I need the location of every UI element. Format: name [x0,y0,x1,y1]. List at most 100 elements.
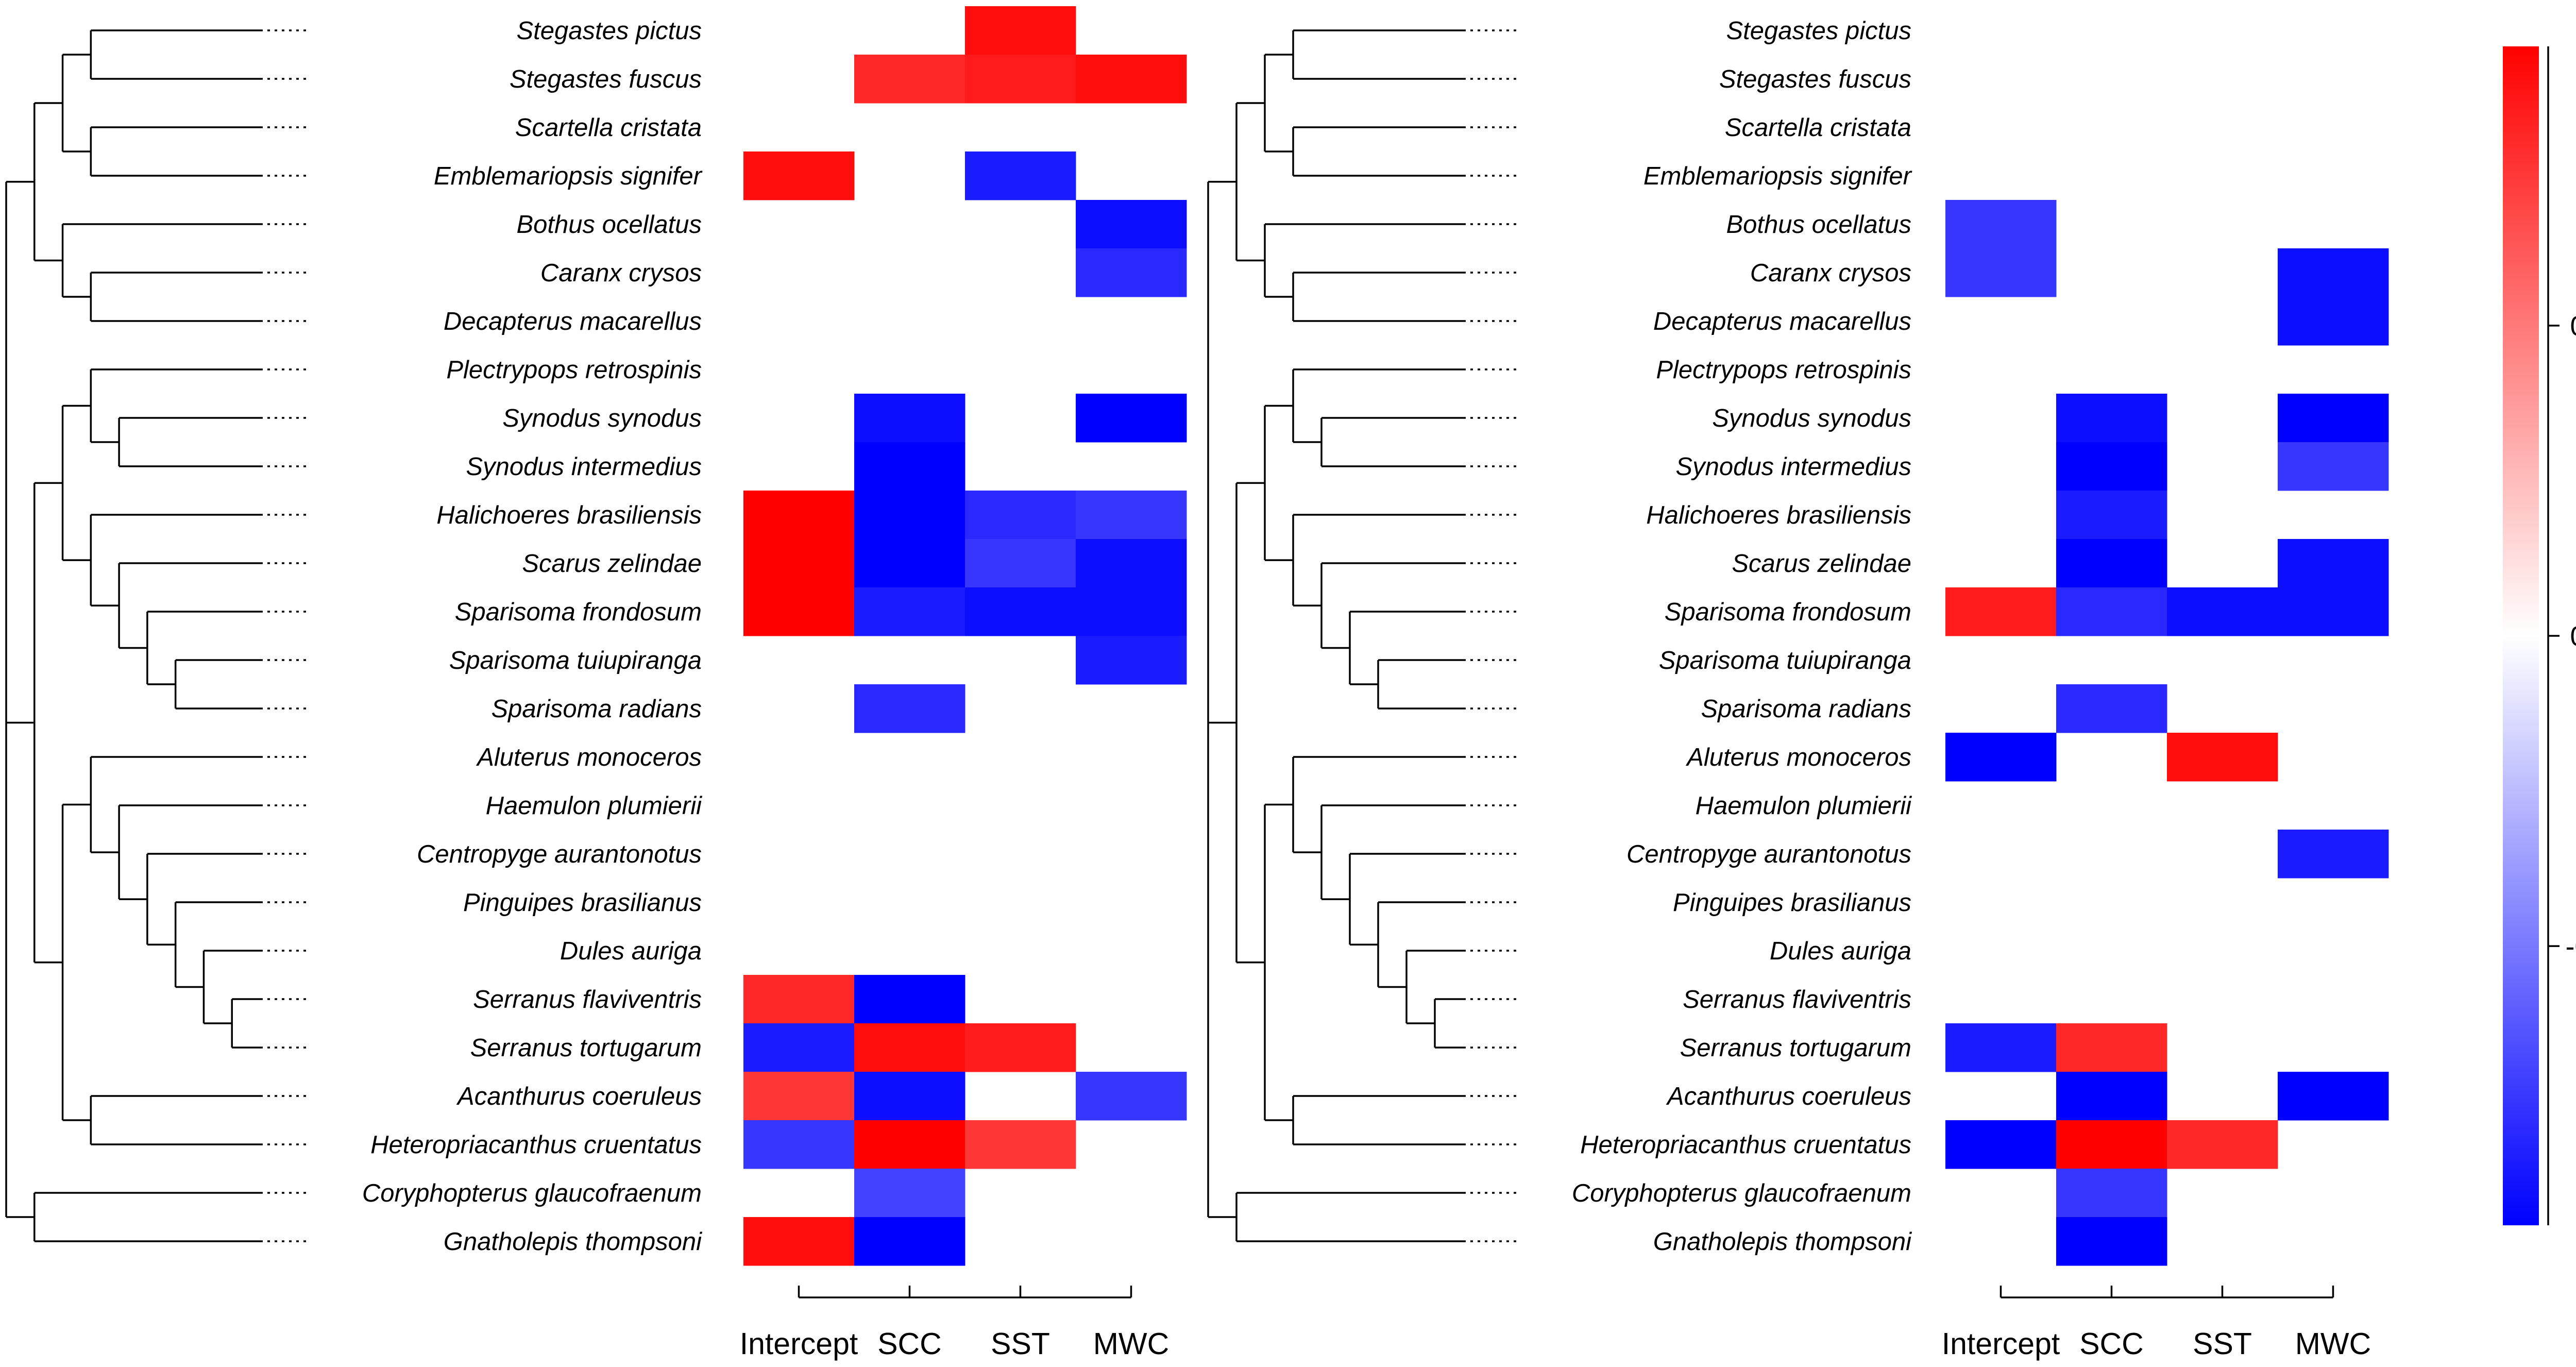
cell-caranx-crysos-mwc [2278,248,2389,297]
species-label-stegastes-pictus: Stegastes pictus [516,17,702,45]
column-label-intercept: Intercept [740,1327,858,1361]
column-label-scc: SCC [877,1327,942,1361]
species-label-serranus-tortugarum: Serranus tortugarum [1680,1034,1911,1062]
cell-emblemariopsis-signifer-sst [965,151,1076,200]
species-label-serranus-tortugarum: Serranus tortugarum [470,1034,702,1062]
species-label-scarus-zelindae: Scarus zelindae [1732,550,1911,578]
cell-acanthurus-coeruleus-intercept [743,1072,855,1121]
cell-gnatholepis-thompsoni-scc [2056,1217,2167,1266]
species-label-emblemariopsis-signifer: Emblemariopsis signifer [1643,162,1912,190]
cell-scarus-zelindae-scc [854,539,965,588]
species-label-coryphopterus-glaucofraenum: Coryphopterus glaucofraenum [1572,1179,1911,1207]
colorbar-gradient [2503,46,2539,1225]
species-label-centropyge-aurantonotus: Centropyge aurantonotus [1626,840,1911,868]
cell-sparisoma-radians-scc [854,684,965,733]
cell-scarus-zelindae-sst [965,539,1076,588]
cell-sparisoma-frondosum-scc [2056,587,2167,636]
species-label-sparisoma-tuiupiranga: Sparisoma tuiupiranga [449,647,702,674]
cell-bothus-ocellatus-mwc [1076,200,1187,249]
cell-heteropriacanthus-cruentatus-intercept [1945,1120,2057,1169]
species-label-centropyge-aurantonotus: Centropyge aurantonotus [417,840,702,868]
cell-serranus-tortugarum-scc [854,1023,965,1072]
species-label-emblemariopsis-signifer: Emblemariopsis signifer [434,162,703,190]
cell-synodus-synodus-scc [854,394,965,443]
cell-aluterus-monoceros-intercept [1945,733,2057,782]
column-axis-right: Intercept SCC SST MWC [1942,1286,2371,1361]
cell-coryphopterus-glaucofraenum-scc [2056,1169,2167,1218]
cell-halichoeres-brasiliensis-intercept [743,491,855,539]
phylogeny-tree-left [5,29,308,1242]
species-label-acanthurus-coeruleus: Acanthurus coeruleus [456,1083,702,1110]
heatmap-right [1945,200,2389,1266]
cell-synodus-intermedius-scc [854,442,965,491]
species-label-sparisoma-radians: Sparisoma radians [1701,695,1911,723]
color-legend: 0.5 0.0 -0.5 [2503,46,2576,1225]
species-labels-left: Stegastes pictus Stegastes fuscus Scartell… [362,17,703,1256]
species-label-decapterus-macarellus: Decapterus macarellus [444,308,702,335]
species-label-scartella-cristata: Scartella cristata [1725,114,1911,142]
cell-aluterus-monoceros-sst [2167,733,2278,782]
species-label-sparisoma-tuiupiranga: Sparisoma tuiupiranga [1659,647,1911,674]
species-label-caranx-crysos: Caranx crysos [540,259,702,287]
species-label-aluterus-monoceros: Aluterus monoceros [1685,744,1911,771]
column-label-sst: SST [2193,1327,2252,1361]
species-label-stegastes-fuscus: Stegastes fuscus [510,65,702,93]
species-label-halichoeres-brasiliensis: Halichoeres brasiliensis [436,501,702,529]
species-label-heteropriacanthus-cruentatus: Heteropriacanthus cruentatus [370,1131,702,1159]
cell-stegastes-pictus-sst [965,6,1076,55]
colorbar-tick-label: -0.5 [2565,931,2576,962]
column-label-mwc: MWC [2295,1327,2371,1361]
species-label-dules-auriga: Dules auriga [1770,937,1911,965]
species-label-caranx-crysos: Caranx crysos [1750,259,1911,287]
colorbar-tick-label: 0.0 [2570,621,2576,652]
cell-emblemariopsis-signifer-intercept [743,151,855,200]
column-label-scc: SCC [2079,1327,2144,1361]
species-label-bothus-ocellatus: Bothus ocellatus [1726,211,1911,239]
species-label-scartella-cristata: Scartella cristata [515,114,702,142]
species-label-synodus-intermedius: Synodus intermedius [1675,453,1911,481]
species-label-heteropriacanthus-cruentatus: Heteropriacanthus cruentatus [1580,1131,1911,1159]
cell-scarus-zelindae-scc [2056,539,2167,588]
cell-serranus-flaviventris-intercept [743,975,855,1024]
cell-scarus-zelindae-mwc [1076,539,1187,588]
species-label-dules-auriga: Dules auriga [560,937,702,965]
cell-sparisoma-frondosum-intercept [1945,587,2057,636]
cell-sparisoma-frondosum-mwc [2278,587,2389,636]
species-label-gnatholepis-thompsoni: Gnatholepis thompsoni [444,1228,702,1256]
phylogeny-tree-right [1207,29,1517,1242]
species-label-scarus-zelindae: Scarus zelindae [522,550,702,578]
cell-stegastes-fuscus-sst [965,55,1076,104]
species-label-haemulon-plumierii: Haemulon plumierii [1696,792,1912,820]
species-label-sparisoma-frondosum: Sparisoma frondosum [1665,598,1911,626]
cell-synodus-intermedius-scc [2056,442,2167,491]
species-label-pinguipes-brasilianus: Pinguipes brasilianus [1673,889,1911,917]
species-label-haemulon-plumierii: Haemulon plumierii [486,792,703,820]
cell-heteropriacanthus-cruentatus-sst [965,1120,1076,1169]
species-label-halichoeres-brasiliensis: Halichoeres brasiliensis [1646,501,1911,529]
species-label-acanthurus-coeruleus: Acanthurus coeruleus [1666,1083,1911,1110]
cell-scarus-zelindae-intercept [743,539,855,588]
cell-acanthurus-coeruleus-scc [854,1072,965,1121]
cell-halichoeres-brasiliensis-sst [965,491,1076,539]
species-label-bothus-ocellatus: Bothus ocellatus [516,211,702,239]
column-label-sst: SST [991,1327,1050,1361]
cell-halichoeres-brasiliensis-mwc [1076,491,1187,539]
species-label-aluterus-monoceros: Aluterus monoceros [476,744,702,771]
cell-serranus-tortugarum-intercept [1945,1023,2057,1072]
species-label-synodus-synodus: Synodus synodus [1712,404,1911,432]
cell-halichoeres-brasiliensis-scc [854,491,965,539]
column-label-mwc: MWC [1093,1327,1169,1361]
cell-serranus-tortugarum-intercept [743,1023,855,1072]
cell-serranus-flaviventris-scc [854,975,965,1024]
column-axis-left: Intercept SCC SST MWC [740,1286,1169,1361]
cell-acanthurus-coeruleus-scc [2056,1072,2167,1121]
species-label-stegastes-pictus: Stegastes pictus [1726,17,1911,45]
cell-sparisoma-frondosum-sst [2167,587,2278,636]
cell-sparisoma-frondosum-intercept [743,587,855,636]
cell-serranus-tortugarum-scc [2056,1023,2167,1072]
species-label-plectrypops-retrospinis: Plectrypops retrospinis [446,356,702,384]
cell-synodus-synodus-mwc [2278,394,2389,443]
species-label-sparisoma-radians: Sparisoma radians [491,695,702,723]
species-label-coryphopterus-glaucofraenum: Coryphopterus glaucofraenum [362,1179,702,1207]
